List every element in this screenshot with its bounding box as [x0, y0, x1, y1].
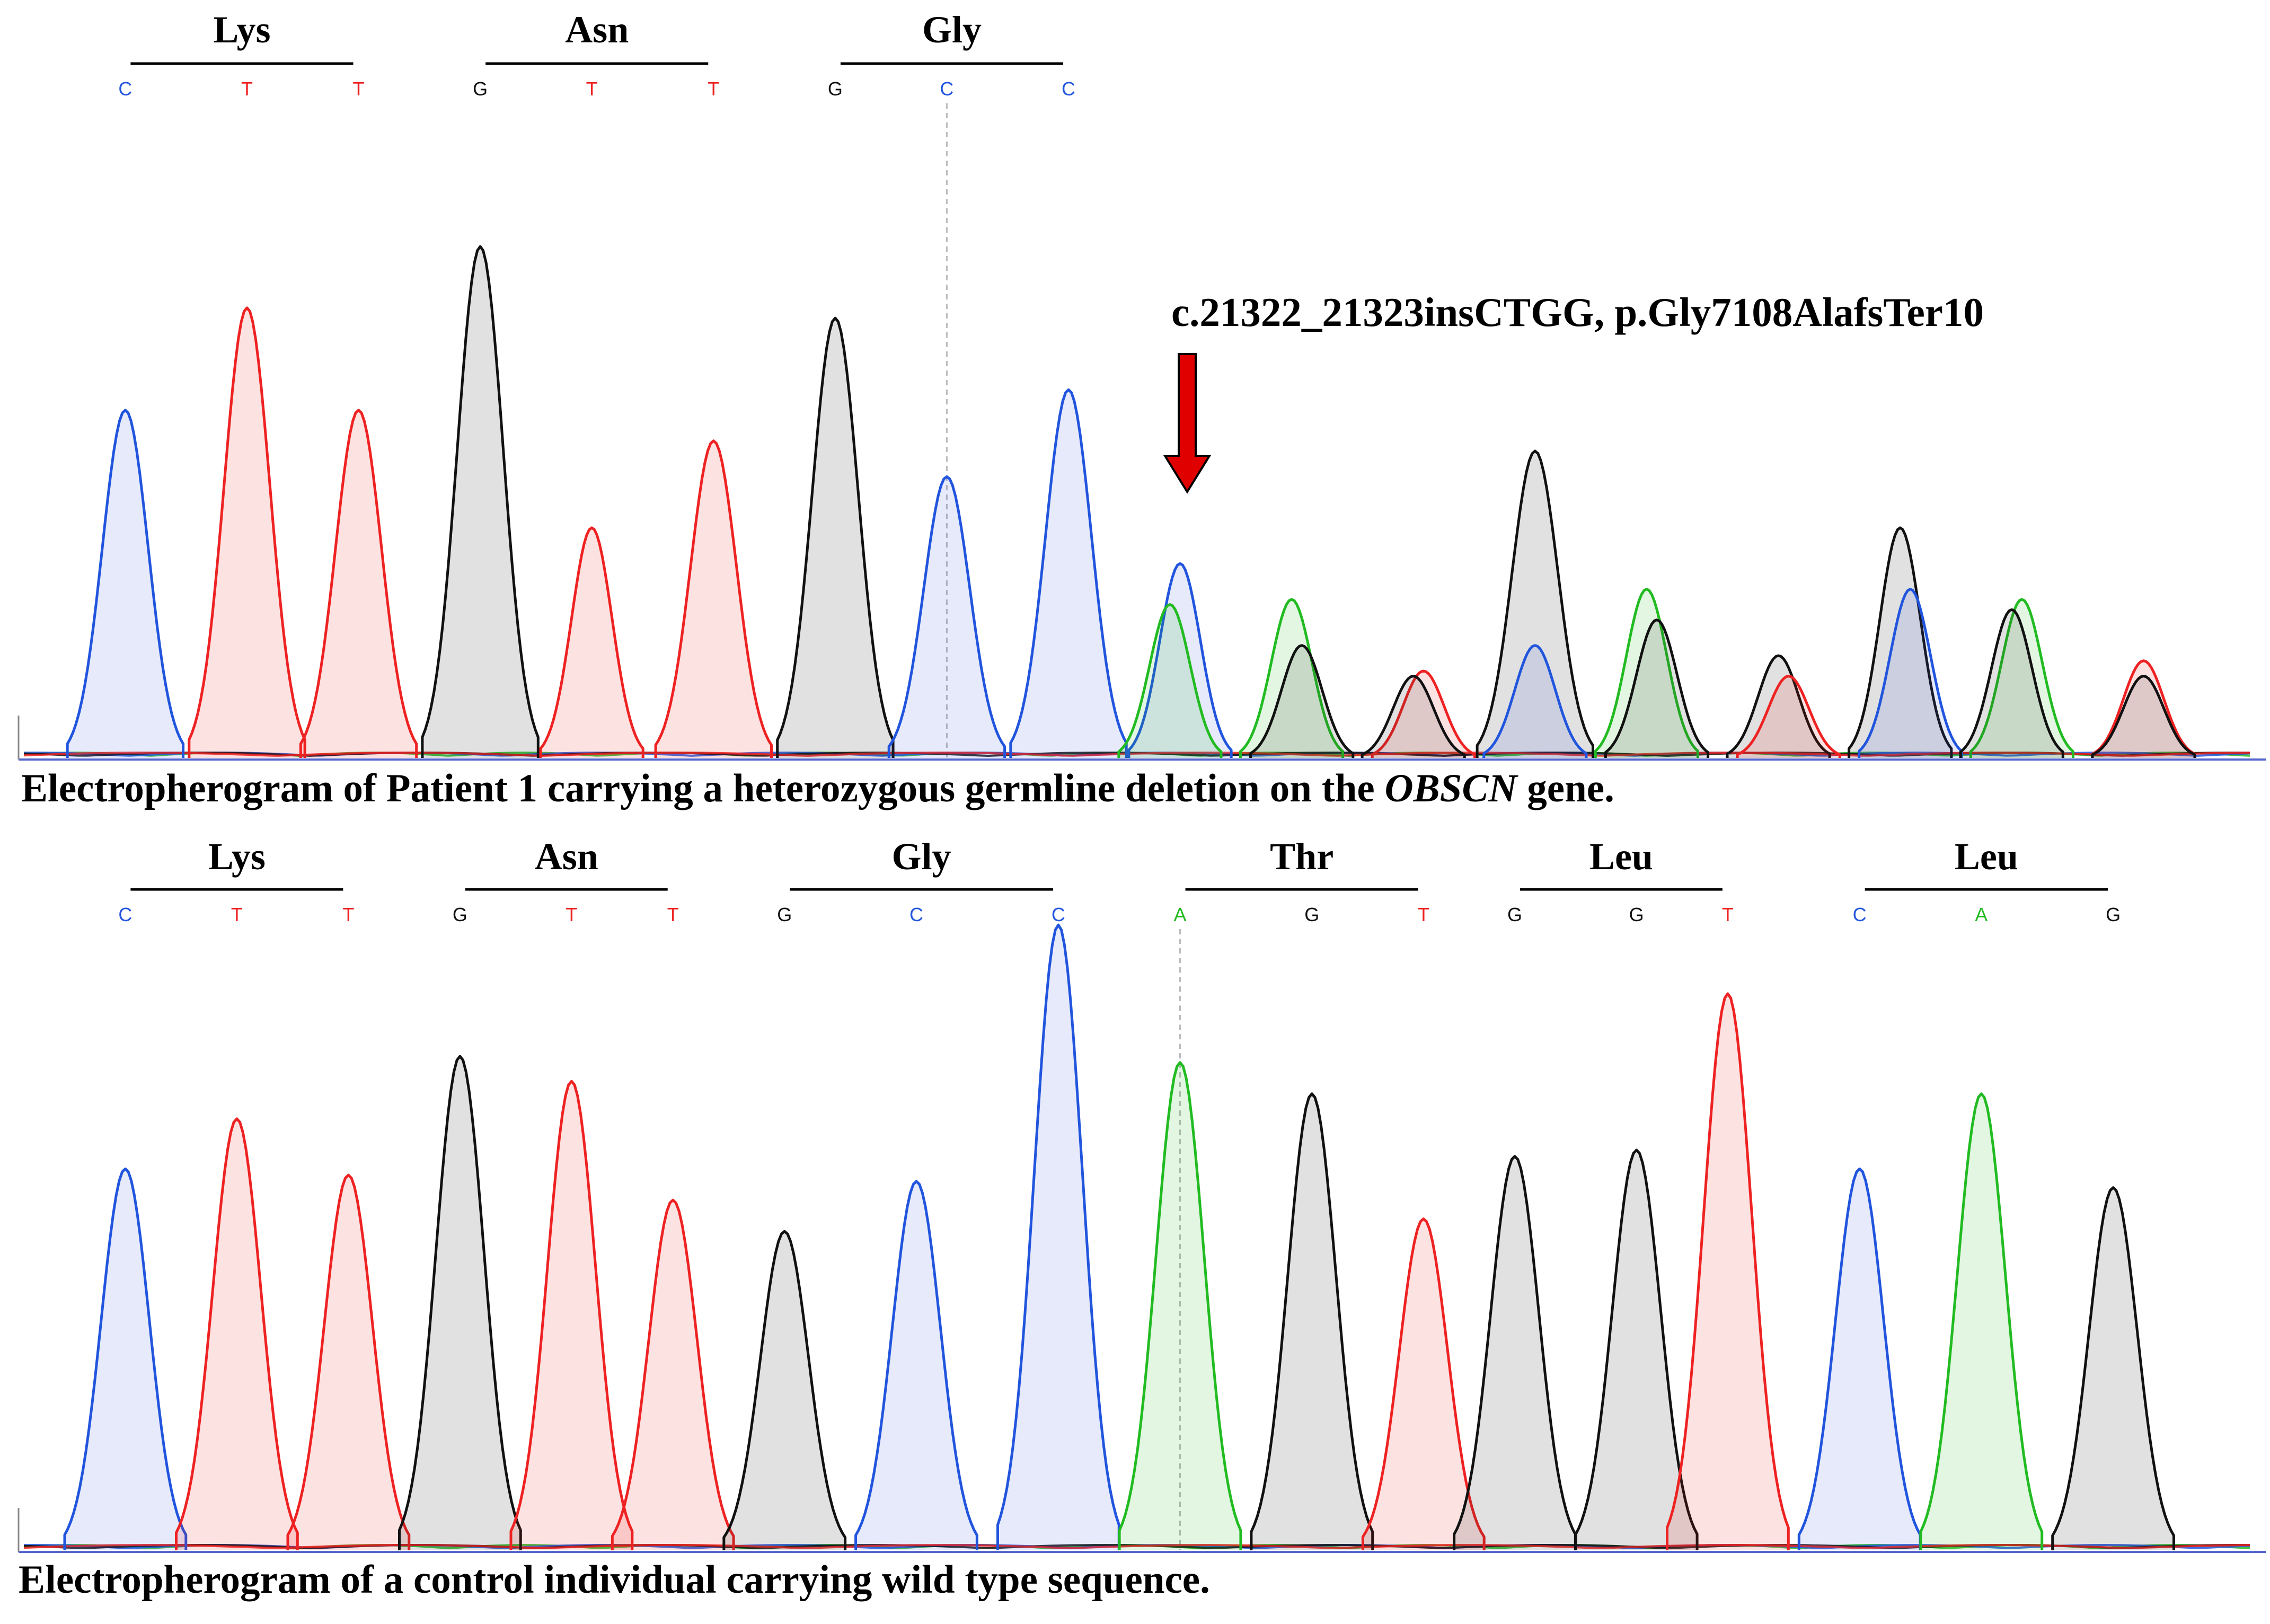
patient-electropherogram-panel: Lys C T T Asn G T T Gly G C C c.21322_21323insCTGG,… [17, 8, 2266, 811]
control-caption: Electropherogram of a control individual… [19, 1558, 1210, 1602]
amino-acid-label: Leu [1589, 835, 1653, 878]
base-call-label: G [1507, 904, 1522, 925]
control-electropherogram-panel: Lys C T T Asn G T T Gly G C C Thr A G T Leu G G T Leu C A G Ele… [0, 827, 2270, 1624]
peak-T [654, 439, 773, 758]
peak-G [1604, 619, 1710, 758]
peak-T [2091, 659, 2196, 758]
peak-C [887, 475, 1006, 758]
peak-G [1249, 644, 1355, 758]
peak-G [1726, 654, 1831, 758]
base-call-label: T [1722, 904, 1734, 925]
peak-G [1848, 526, 1953, 758]
peak-C [1009, 388, 1128, 758]
base-call-label: T [1418, 904, 1429, 925]
amino-acid-label: Lys [208, 835, 266, 878]
peak-A [1969, 598, 2074, 758]
base-call-label: T [586, 78, 598, 100]
amino-acid-label: Lys [213, 8, 270, 51]
peak-T [1361, 1217, 1486, 1551]
base-call-label: C [1853, 904, 1867, 925]
control-electropherogram-chart: Lys C T T Asn G T T Gly G C C Thr A G T Leu G G T Leu C A G [17, 835, 2266, 1553]
base-call-label: C [909, 904, 923, 925]
base-call-label: C [118, 78, 132, 100]
peak-G [1959, 608, 2064, 758]
peak-T [1371, 669, 1476, 758]
peak-C [63, 1167, 188, 1551]
peak-C [854, 1180, 978, 1550]
peak-A [1919, 1092, 2044, 1551]
base-call-label: T [342, 904, 354, 925]
caption-gene-name: OBSCN [1384, 766, 1517, 810]
peak-G [722, 1230, 847, 1551]
base-call-label: T [231, 904, 243, 925]
baseline-trace-T [23, 1544, 2250, 1549]
base-call-label: T [667, 904, 679, 925]
base-call-label: A [1174, 904, 1187, 925]
mutation-arrow-icon [1163, 353, 1212, 494]
base-call-label: T [353, 78, 365, 100]
peak-T [539, 526, 644, 758]
peak-T [1666, 992, 1790, 1551]
peak-T [509, 1080, 634, 1551]
peak-G [421, 245, 540, 758]
peak-T [188, 306, 306, 758]
base-call-label: T [241, 78, 253, 100]
peak-C [1858, 588, 1963, 758]
base-call-label: G [453, 904, 467, 925]
peak-G [1453, 1155, 1577, 1551]
peak-C [996, 923, 1120, 1551]
base-call-label: C [1062, 78, 1075, 100]
peak-T [299, 409, 418, 758]
amino-acid-label: Thr [1270, 835, 1333, 878]
baseline-trace-T [23, 752, 2250, 757]
peak-G [1361, 675, 1466, 758]
base-call-label: T [566, 904, 577, 925]
peak-C [66, 409, 185, 758]
peak-G [1476, 449, 1595, 758]
peak-G [2051, 1186, 2175, 1551]
peak-T [1736, 675, 1841, 758]
caption-part-2: gene. [1517, 766, 1614, 810]
peak-A [1118, 1061, 1242, 1551]
base-call-label: C [118, 904, 132, 925]
peak-G [398, 1055, 522, 1551]
base-call-label: A [1975, 904, 1988, 925]
caption-part-1: Electropherogram of Patient 1 carrying a… [21, 766, 1385, 810]
base-call-label: G [1629, 904, 1644, 925]
base-call-label: G [1304, 904, 1319, 925]
base-call-label: G [777, 904, 792, 925]
peak-G [2091, 675, 2196, 758]
patient-caption: Electropherogram of Patient 1 carrying a… [21, 766, 1614, 811]
amino-acid-label: Leu [1955, 835, 2018, 878]
base-call-label: C [1052, 904, 1065, 925]
peak-G [1574, 1149, 1699, 1551]
peak-A [1594, 588, 1699, 758]
peak-A [1239, 598, 1345, 758]
amino-acid-label: Gly [922, 8, 982, 51]
peak-G [776, 316, 895, 758]
peak-C [1127, 562, 1233, 758]
base-call-label: G [828, 78, 843, 100]
amino-acid-label: Asn [535, 835, 598, 878]
base-call-label: G [473, 78, 488, 100]
peak-C [1797, 1167, 1922, 1551]
peak-T [286, 1173, 411, 1551]
base-call-label: G [2106, 904, 2121, 925]
peak-T [611, 1198, 735, 1551]
peak-C [1482, 644, 1588, 758]
amino-acid-label: Gly [892, 835, 951, 878]
base-call-label: T [708, 78, 719, 100]
peak-A [1117, 603, 1223, 758]
amino-acid-label: Asn [565, 8, 629, 51]
patient-electropherogram-chart: Lys C T T Asn G T T Gly G C C [17, 8, 2266, 761]
peak-T [174, 1117, 299, 1551]
peak-G [1250, 1092, 1374, 1551]
mutation-annotation: c.21322_21323insCTGG, p.Gly7108AlafsTer1… [1171, 289, 1984, 335]
base-call-label: C [940, 78, 953, 100]
